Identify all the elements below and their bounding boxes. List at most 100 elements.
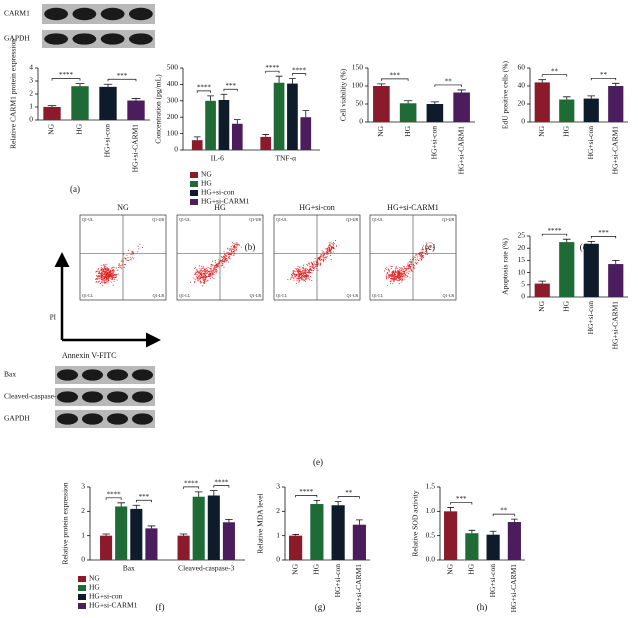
significance-bracket (381, 78, 409, 81)
x-tick-label: HG+si-con (103, 124, 112, 158)
blot-band (131, 391, 154, 403)
y-tick-label: 3 (29, 76, 33, 85)
quadrant-label: Q1-LR (347, 293, 359, 298)
blot-band (100, 7, 125, 21)
legend-swatch (190, 172, 198, 178)
significance-bracket (541, 233, 568, 237)
significance-bracket (265, 70, 280, 74)
y-tick-label: 1 (81, 530, 85, 539)
significance-label: **** (197, 83, 212, 91)
significance-bracket (590, 77, 617, 81)
blot-band (128, 7, 153, 21)
legend-swatch (78, 585, 86, 591)
legend-label: HG (201, 179, 212, 188)
blot-strip (55, 410, 155, 428)
error-bar (489, 530, 497, 535)
bar (205, 100, 216, 150)
y-tick-label: 1 (276, 530, 280, 539)
quadrant-label: Q1-UL (179, 217, 191, 222)
x-tick-label: HG (312, 563, 321, 574)
y-tick-label: 1.5 (426, 482, 436, 491)
y-axis-label: Cell viability (%) (339, 68, 348, 121)
error-bar (132, 504, 141, 509)
error-bar (292, 534, 299, 536)
error-bar (210, 490, 218, 496)
bar (373, 86, 390, 122)
bar (100, 535, 113, 560)
bar (583, 98, 599, 122)
bar (486, 534, 500, 560)
flow-events (287, 240, 337, 284)
panel-label: (h) (477, 602, 488, 612)
bar (352, 524, 366, 560)
bar (207, 495, 220, 560)
significance-label: **** (299, 488, 314, 496)
blot-band (56, 391, 79, 403)
significance-label: *** (225, 82, 236, 90)
significance-bracket (135, 499, 152, 503)
error-bar (47, 105, 57, 107)
error-bar (377, 83, 386, 86)
y-tick-label: 1.0 (426, 506, 436, 515)
quadrant-label: Q1-LR (443, 293, 455, 298)
error-bar (289, 78, 296, 84)
y-tick-label: 0 (29, 115, 33, 124)
error-bar (233, 119, 241, 124)
significance-bracket (223, 88, 238, 92)
legend-label: NG (89, 574, 100, 583)
blot-band (56, 413, 79, 425)
error-bar (611, 260, 620, 265)
significance-label: ** (445, 78, 453, 86)
x-tick-label: HG+si-con (586, 126, 595, 160)
x-tick-label: HG (403, 125, 412, 136)
x-tick-label: HG+si-CARM1 (610, 301, 619, 350)
x-tick-label: NG (290, 563, 299, 574)
y-tick-label: 500 (167, 63, 179, 72)
error-bar (334, 501, 342, 506)
x-tick-label: NG (537, 125, 546, 136)
error-bar (587, 95, 596, 99)
panel-label: (b) (245, 242, 256, 252)
x-tick-label: HG+si-CARM1 (610, 126, 619, 175)
blot-label: Bax (4, 370, 16, 379)
significance-bracket (450, 502, 473, 505)
y-tick-label: 0 (521, 117, 525, 126)
x-tick-label: NG (445, 563, 454, 574)
error-bar (131, 98, 141, 101)
y-tick-label: 10 (518, 267, 526, 276)
bar (99, 86, 117, 120)
y-tick-label: 15 (518, 255, 526, 264)
blot-band (106, 369, 129, 381)
significance-bracket (337, 496, 360, 499)
error-bar (511, 518, 518, 523)
significance-label: **** (184, 479, 199, 487)
bar (260, 136, 272, 150)
y-tick-label: 5 (521, 280, 525, 289)
y-tick-label: 0 (359, 117, 363, 126)
flow-events (190, 242, 242, 287)
bar (222, 522, 235, 560)
quadrant-label: Q1-LL (82, 293, 94, 298)
error-bar (102, 533, 110, 536)
significance-label: **** (107, 490, 122, 498)
blot-strip (55, 366, 155, 384)
blot-strip (42, 4, 155, 24)
bar (310, 504, 324, 560)
error-bar (468, 529, 476, 534)
y-tick-label: 0 (81, 555, 85, 564)
bar (399, 103, 417, 122)
x-tick-label: HG+si-CARM1 (456, 126, 465, 175)
blot-band (128, 33, 153, 45)
flow-events (95, 243, 143, 287)
panel-label: (a) (70, 184, 80, 194)
y-axis-label: Relative SOD activity (411, 490, 420, 556)
error-bar (538, 280, 547, 284)
y-tick-label: 1 (29, 102, 33, 111)
error-bar (194, 491, 203, 497)
flow-title: HG+si-con (299, 203, 335, 212)
x-tick-label: HG+si-CARM1 (509, 564, 518, 613)
y-tick-label: 0.5 (426, 530, 436, 539)
error-bar (225, 518, 233, 523)
bar (465, 533, 479, 560)
bar (608, 264, 624, 297)
